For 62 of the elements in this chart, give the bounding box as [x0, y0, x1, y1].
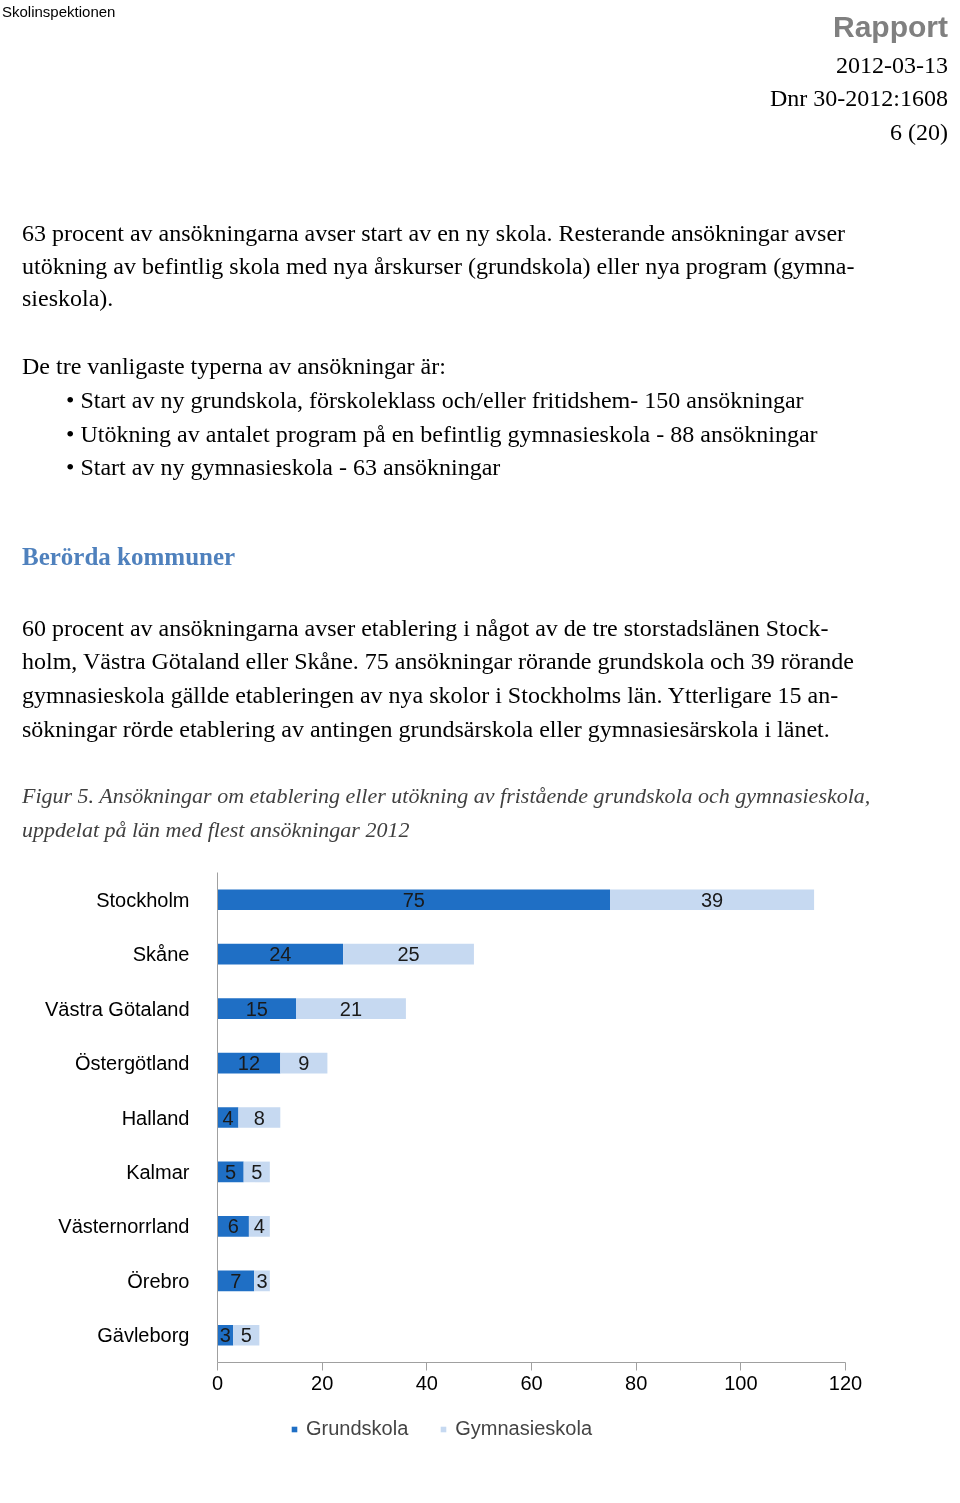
data-label: 9 — [298, 1052, 310, 1075]
y-tick-label: Kalmar — [126, 1160, 190, 1183]
x-tick-label: 40 — [415, 1371, 438, 1394]
text: 63 procent av ansökningarna avser start av en ny skola. Resterande ansökningar avser — [22, 218, 846, 248]
data-label: 5 — [251, 1160, 263, 1183]
y-tick-label: Västernorrland — [58, 1215, 190, 1238]
y-tick-label: Gävleborg — [97, 1324, 190, 1347]
y-tick-label: Östergötland — [74, 1052, 190, 1075]
data-label: 5 — [225, 1160, 237, 1183]
bar — [217, 1270, 255, 1292]
x-tick-label: 80 — [625, 1371, 648, 1394]
text: holm, Västra Götaland eller Skåne. 75 ansökningar rörande grundskola och 39 rörande — [22, 646, 854, 676]
x-tick-label: 0 — [211, 1371, 224, 1394]
bar — [343, 943, 474, 965]
text: 6 (20) — [890, 117, 948, 147]
chart-title: Figur 5. Ansökningar om etablering eller utökning av fristående grundskola och gymnasieskola, uppdelat på län med flest ansökningar 2012 — [22, 782, 871, 844]
y-tick-label: Skåne — [132, 943, 190, 966]
y-tick-label: Halland — [121, 1106, 190, 1129]
x-tick-label: 20 — [311, 1371, 334, 1394]
text: Rapport — [833, 9, 948, 45]
x-tick-label: 100 — [724, 1371, 758, 1394]
data-label: 4 — [222, 1106, 234, 1129]
data-label: 24 — [269, 943, 292, 966]
bar — [610, 889, 815, 911]
y-tick-label: Västra Götaland — [44, 997, 190, 1020]
legend-label: Grundskola — [306, 1417, 409, 1440]
y-tick-label: Stockholm — [96, 888, 190, 911]
data-label: 25 — [397, 943, 420, 966]
x-tick-label: 60 — [520, 1371, 543, 1394]
bar — [217, 943, 344, 965]
text: Dnr 30-2012:1608 — [770, 83, 948, 113]
data-label: 8 — [253, 1106, 265, 1129]
data-label: 75 — [402, 888, 425, 911]
bar — [238, 1107, 281, 1128]
text: • Start av ny gymnasieskola - 63 ansökningar — [66, 452, 501, 482]
text: utökning av befintlig skola med nya årskurser (grundskola) eller nya program (gymna- — [22, 251, 855, 281]
data-label: 5 — [240, 1324, 252, 1347]
text: sökningar rörde etablering av antingen grundsärskola eller gymnasiesärskola i länet. — [22, 714, 830, 744]
data-label: 3 — [256, 1269, 268, 1292]
data-label: 7 — [230, 1269, 242, 1292]
text: • Start av ny grundskola, förskoleklass och/eller fritidshem- 150 ansökningar — [66, 385, 804, 415]
data-label: 6 — [227, 1215, 239, 1238]
legend-label: Gymnasieskola — [455, 1417, 592, 1440]
data-label: 15 — [245, 997, 268, 1020]
data-label: 21 — [339, 997, 363, 1020]
bar — [217, 889, 610, 911]
text: sieskola). — [22, 283, 114, 313]
text: Skolinspektionen — [2, 3, 116, 21]
text: gymnasieskola gällde etableringen av nya skolor i Stockholms län. Ytterligare 15 an- — [22, 680, 839, 710]
data-label: 12 — [237, 1052, 261, 1075]
data-label: 39 — [700, 888, 724, 911]
bar — [217, 998, 296, 1019]
text: 60 procent av ansökningarna avser etablering i något av de tre storstadslänen Stock- — [22, 613, 829, 643]
x-tick-label: 120 — [828, 1371, 863, 1394]
bar — [296, 998, 406, 1019]
text: 2012-03-13 — [836, 50, 948, 80]
text: Berörda kommuner — [22, 542, 236, 572]
y-tick-label: Örebro — [127, 1269, 190, 1292]
text: • Utökning av antalet program på en befintlig gymnasieskola - 88 ansökningar — [66, 419, 818, 449]
text: De tre vanligaste typerna av ansökningar är: — [22, 351, 446, 381]
data-label: 3 — [219, 1324, 231, 1347]
data-label: 4 — [253, 1215, 265, 1238]
